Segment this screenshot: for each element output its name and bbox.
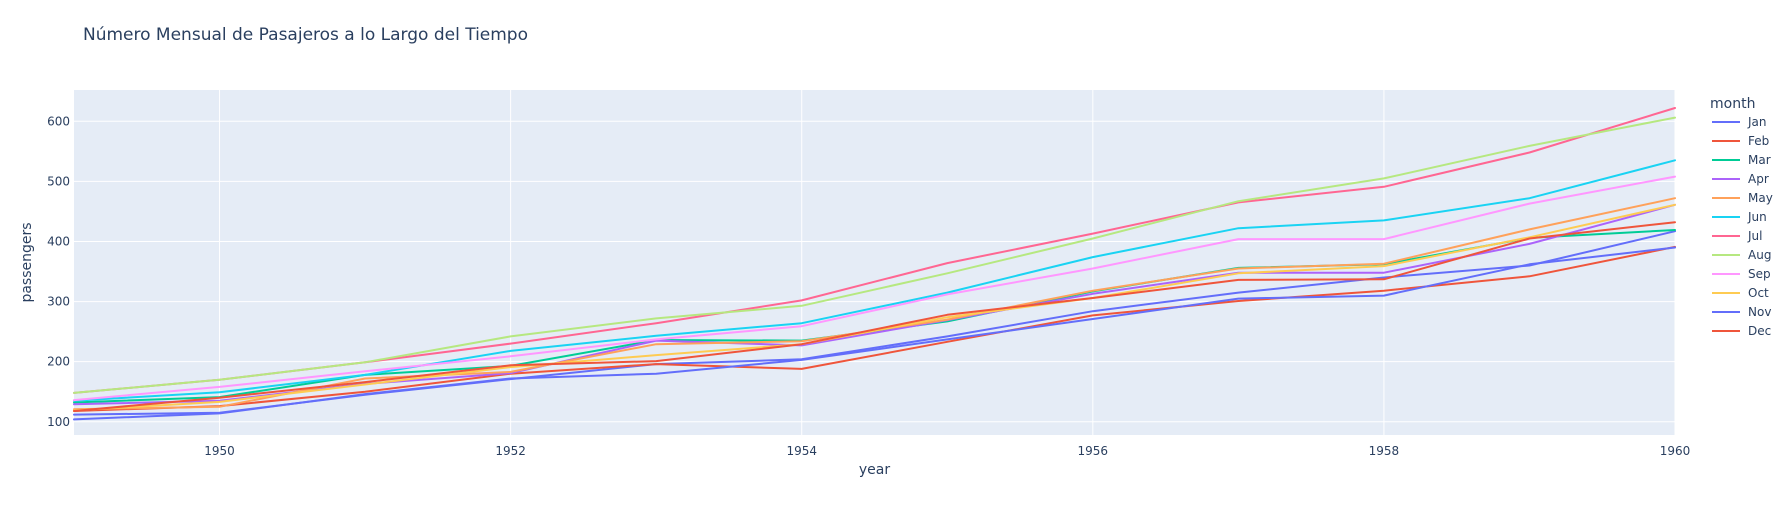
legend-item-jan[interactable]: Jan <box>1712 115 1767 129</box>
legend-item-feb[interactable]: Feb <box>1712 134 1769 148</box>
series-line-oct[interactable] <box>73 203 1676 412</box>
series-line-jun[interactable] <box>73 159 1676 402</box>
legend-item-aug[interactable]: Aug <box>1712 248 1771 262</box>
legend-label: Jan <box>1747 115 1767 129</box>
series-line-dec[interactable] <box>73 221 1676 412</box>
x-tick-label: 1954 <box>786 444 817 458</box>
legend-item-jun[interactable]: Jun <box>1712 210 1767 224</box>
y-axis-ticks: 100 200 300 400 500 600 <box>47 114 70 429</box>
legend-title: month <box>1710 96 1755 112</box>
legend-item-nov[interactable]: Nov <box>1712 305 1771 319</box>
chart-title: Número Mensual de Pasajeros a lo Largo d… <box>83 25 528 45</box>
legend-label: Sep <box>1748 267 1771 281</box>
y-tick-label: 100 <box>47 415 70 429</box>
legend-label: Oct <box>1748 286 1769 300</box>
x-tick-label: 1956 <box>1078 444 1109 458</box>
y-tick-label: 300 <box>47 295 70 309</box>
x-axis-ticks: 1950 1952 1954 1956 1958 1960 <box>204 444 1690 458</box>
y-tick-label: 500 <box>47 174 70 188</box>
legend-label: May <box>1748 191 1773 205</box>
legend-item-apr[interactable]: Apr <box>1712 172 1769 186</box>
legend-item-mar[interactable]: Mar <box>1712 153 1771 167</box>
legend[interactable]: month Jan Feb Mar Apr May Jun Jul Aug Sep Oct Nov D… <box>1710 96 1773 338</box>
legend-label: Mar <box>1748 153 1771 167</box>
legend-label: Jun <box>1747 210 1767 224</box>
x-axis-title: year <box>859 462 890 478</box>
x-tick-label: 1950 <box>204 444 235 458</box>
series-lines[interactable] <box>73 107 1676 421</box>
legend-item-may[interactable]: May <box>1712 191 1773 205</box>
legend-label: Apr <box>1748 172 1769 186</box>
legend-label: Feb <box>1748 134 1769 148</box>
y-tick-label: 200 <box>47 355 70 369</box>
y-tick-label: 400 <box>47 234 70 248</box>
x-tick-label: 1952 <box>495 444 526 458</box>
x-tick-label: 1958 <box>1369 444 1400 458</box>
y-axis-title: passengers <box>19 222 35 302</box>
legend-item-oct[interactable]: Oct <box>1712 286 1769 300</box>
y-tick-label: 600 <box>47 114 70 128</box>
series-line-nov[interactable] <box>73 246 1676 421</box>
legend-label: Dec <box>1748 324 1771 338</box>
x-tick-label: 1960 <box>1660 444 1691 458</box>
series-line-feb[interactable] <box>73 245 1676 412</box>
series-line-aug[interactable] <box>73 116 1676 394</box>
legend-item-jul[interactable]: Jul <box>1712 229 1762 243</box>
legend-item-dec[interactable]: Dec <box>1712 324 1771 338</box>
series-line-sep[interactable] <box>73 175 1676 402</box>
legend-label: Jul <box>1747 229 1762 243</box>
legend-item-sep[interactable]: Sep <box>1712 267 1771 281</box>
legend-label: Nov <box>1748 305 1771 319</box>
legend-label: Aug <box>1748 248 1771 262</box>
